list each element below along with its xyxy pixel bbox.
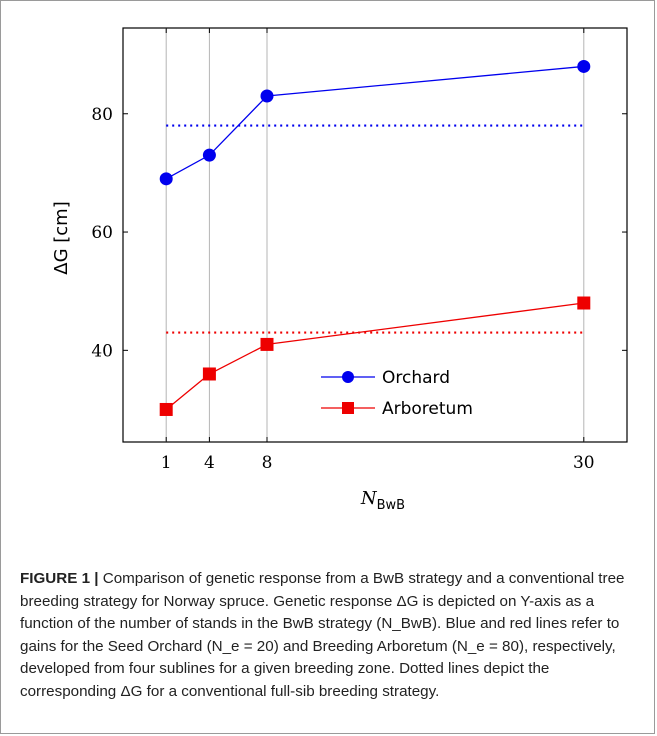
legend-label-orchard: Orchard bbox=[382, 368, 450, 388]
y-tick-label-40: 40 bbox=[91, 341, 113, 361]
x-axis-label: NBwB bbox=[360, 488, 405, 513]
legend: Orchard Arboretum bbox=[313, 358, 493, 426]
x-tick-label-1: 1 bbox=[161, 453, 172, 473]
legend-marker-orchard bbox=[342, 371, 354, 383]
point-arboretum-1 bbox=[159, 402, 173, 416]
caption-label: FIGURE 1 | bbox=[20, 570, 99, 587]
caption-text: Comparison of genetic response from a Bw… bbox=[20, 570, 625, 700]
point-orchard-8 bbox=[260, 89, 274, 103]
x-tick-label-30: 30 bbox=[573, 453, 595, 473]
plot-area bbox=[122, 27, 628, 443]
y-axis-ticks: 40 60 80 bbox=[91, 105, 627, 361]
point-orchard-1 bbox=[159, 172, 173, 186]
y-tick-label-80: 80 bbox=[91, 105, 113, 125]
legend-marker-arboretum bbox=[342, 402, 354, 414]
point-arboretum-4 bbox=[202, 367, 216, 381]
point-arboretum-8 bbox=[260, 337, 274, 351]
series-group bbox=[159, 59, 591, 416]
point-orchard-4 bbox=[202, 148, 216, 162]
x-tick-label-4: 4 bbox=[204, 453, 215, 473]
y-tick-label-60: 60 bbox=[91, 223, 113, 243]
reference-lines bbox=[166, 124, 584, 334]
legend-box bbox=[313, 358, 493, 426]
series-line-arboretum bbox=[165, 302, 584, 410]
legend-item-orchard: Orchard bbox=[321, 368, 450, 388]
x-tick-label-8: 8 bbox=[262, 453, 273, 473]
point-arboretum-30 bbox=[577, 296, 591, 310]
y-axis-label: ΔG [cm] bbox=[51, 201, 72, 274]
figure-caption: FIGURE 1 | Comparison of genetic respons… bbox=[20, 568, 645, 704]
line-chart: 1 4 8 30 40 60 80 NBwB ΔG [cm] Orchard Arbore… bbox=[51, 27, 628, 513]
legend-item-arboretum: Arboretum bbox=[321, 399, 473, 419]
series-line-orchard bbox=[165, 65, 584, 180]
x-axis-ticks: 1 4 8 30 bbox=[161, 28, 595, 473]
point-orchard-30 bbox=[577, 59, 591, 73]
legend-label-arboretum: Arboretum bbox=[382, 399, 473, 419]
